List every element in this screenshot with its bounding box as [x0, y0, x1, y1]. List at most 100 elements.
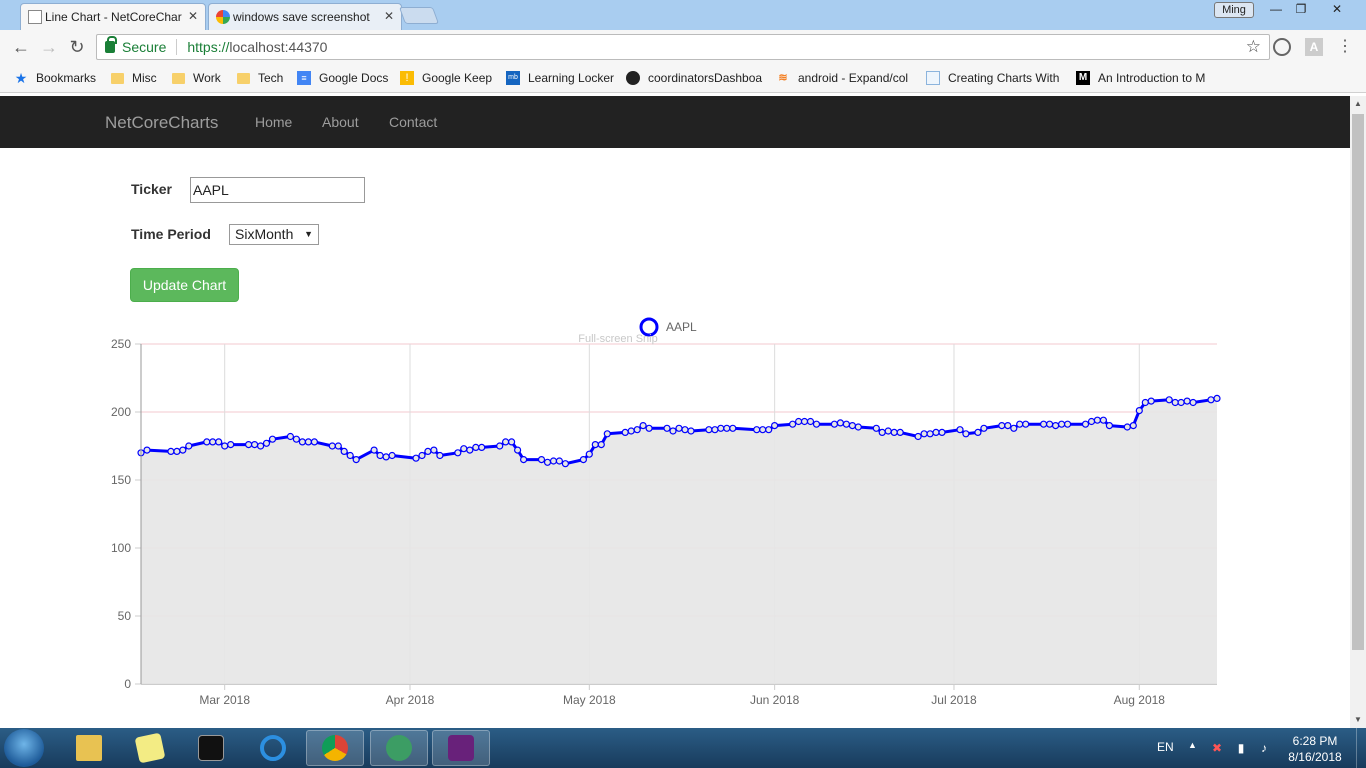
data-point[interactable] — [1016, 420, 1024, 428]
profile-button[interactable]: Ming — [1214, 2, 1254, 18]
data-point[interactable] — [836, 419, 845, 427]
data-point[interactable] — [167, 447, 175, 455]
data-point[interactable] — [203, 438, 211, 446]
data-point[interactable] — [328, 442, 336, 450]
update-chart-button[interactable]: Update Chart — [130, 268, 239, 302]
nav-home[interactable]: Home — [255, 114, 293, 130]
data-point[interactable] — [896, 428, 904, 436]
data-point[interactable] — [460, 445, 468, 453]
data-point[interactable] — [1051, 422, 1060, 430]
data-point[interactable] — [1045, 420, 1054, 428]
data-point[interactable] — [1183, 397, 1191, 405]
scroll-thumb[interactable] — [1352, 114, 1364, 650]
bookmark-bookmarks[interactable]: ★ Bookmarks — [14, 71, 96, 85]
data-point[interactable] — [1099, 416, 1108, 424]
scroll-up-icon[interactable]: ▲ — [1354, 99, 1362, 108]
star-icon[interactable]: ☆ — [1245, 37, 1261, 56]
bookmark-android[interactable]: ≋ android - Expand/col — [776, 71, 914, 85]
data-point[interactable] — [878, 428, 886, 436]
data-point[interactable] — [603, 430, 611, 438]
data-point[interactable] — [382, 453, 390, 461]
battery-icon[interactable]: ▮ — [1237, 741, 1245, 755]
data-point[interactable] — [1135, 407, 1143, 415]
volume-icon[interactable]: ♪ — [1261, 741, 1267, 755]
data-point[interactable] — [215, 438, 223, 446]
data-point[interactable] — [430, 446, 438, 454]
page-scrollbar[interactable]: ▲ ▼ — [1350, 96, 1366, 728]
bookmark-google-keep[interactable]: ! Google Keep — [400, 71, 492, 85]
data-point[interactable] — [597, 441, 605, 449]
data-point[interactable] — [645, 424, 653, 432]
data-point[interactable] — [1165, 396, 1173, 404]
data-point[interactable] — [185, 442, 193, 450]
data-point[interactable] — [304, 438, 312, 446]
sticky-notes-icon[interactable] — [121, 730, 179, 766]
chart-legend[interactable]: AAPL — [639, 317, 697, 337]
data-point[interactable] — [549, 457, 558, 465]
data-point[interactable] — [1189, 398, 1197, 407]
data-point[interactable] — [555, 457, 564, 465]
data-point[interactable] — [268, 435, 277, 443]
data-point[interactable] — [310, 438, 318, 446]
tray-expand-icon[interactable]: ▲ — [1188, 740, 1197, 750]
menu-icon[interactable]: ⋮ — [1337, 38, 1353, 55]
data-point[interactable] — [209, 438, 217, 446]
data-point[interactable] — [508, 438, 516, 446]
data-point[interactable] — [502, 438, 510, 446]
data-point[interactable] — [1177, 398, 1185, 407]
data-point[interactable] — [496, 442, 504, 450]
new-tab-button[interactable] — [398, 7, 440, 24]
data-point[interactable] — [920, 430, 928, 438]
visual-studio-icon[interactable] — [432, 730, 490, 766]
data-point[interactable] — [848, 422, 857, 430]
data-point[interactable] — [854, 423, 862, 431]
legend-label[interactable]: AAPL — [666, 320, 697, 334]
data-point[interactable] — [561, 460, 570, 468]
bookmark-creating-charts[interactable]: Creating Charts With — [926, 71, 1064, 85]
data-point[interactable] — [639, 422, 647, 430]
data-point[interactable] — [765, 426, 773, 434]
data-point[interactable] — [1171, 398, 1179, 407]
bookmark-coordinators[interactable]: coordinatorsDashboa — [626, 71, 766, 85]
scroll-down-icon[interactable]: ▼ — [1354, 715, 1362, 724]
data-point[interactable] — [1022, 420, 1030, 428]
data-point[interactable] — [1141, 398, 1149, 407]
atom-icon[interactable] — [370, 730, 428, 766]
nav-about[interactable]: About — [322, 114, 359, 130]
data-point[interactable] — [788, 420, 797, 428]
data-point[interactable] — [579, 456, 588, 464]
data-point[interactable] — [286, 432, 294, 441]
bookmark-introduction[interactable]: M An Introduction to M — [1076, 71, 1214, 85]
data-point[interactable] — [352, 456, 360, 464]
bookmark-tech[interactable]: Tech — [237, 71, 283, 85]
data-point[interactable] — [812, 420, 821, 428]
data-point[interactable] — [1207, 396, 1215, 404]
data-point[interactable] — [663, 424, 671, 432]
ticker-input[interactable] — [190, 177, 365, 203]
close-icon[interactable]: ✕ — [187, 9, 198, 23]
site-brand[interactable]: NetCoreCharts — [105, 113, 219, 132]
clock-date[interactable]: 8/16/2018 — [1288, 750, 1342, 764]
data-point[interactable] — [884, 427, 892, 435]
data-point[interactable] — [543, 458, 552, 466]
show-desktop-button[interactable] — [1356, 728, 1366, 768]
data-point[interactable] — [412, 454, 420, 462]
bookmark-work[interactable]: Work — [172, 71, 221, 85]
data-point[interactable] — [1123, 423, 1131, 431]
data-point[interactable] — [962, 430, 970, 438]
minimize-icon[interactable]: — — [1270, 2, 1282, 16]
forward-icon[interactable]: → — [40, 37, 58, 57]
data-point[interactable] — [1010, 424, 1018, 432]
data-point[interactable] — [974, 428, 982, 436]
data-point[interactable] — [173, 447, 181, 455]
data-point[interactable] — [705, 426, 713, 434]
data-point[interactable] — [669, 427, 677, 435]
data-point[interactable] — [418, 451, 426, 460]
data-point[interactable] — [830, 420, 839, 428]
data-point[interactable] — [340, 447, 348, 455]
nav-contact[interactable]: Contact — [389, 114, 438, 130]
data-point[interactable] — [872, 424, 880, 432]
data-point[interactable] — [179, 446, 187, 454]
ie-icon[interactable] — [244, 730, 302, 766]
bookmark-google-docs[interactable]: ≡ Google Docs — [297, 71, 388, 85]
